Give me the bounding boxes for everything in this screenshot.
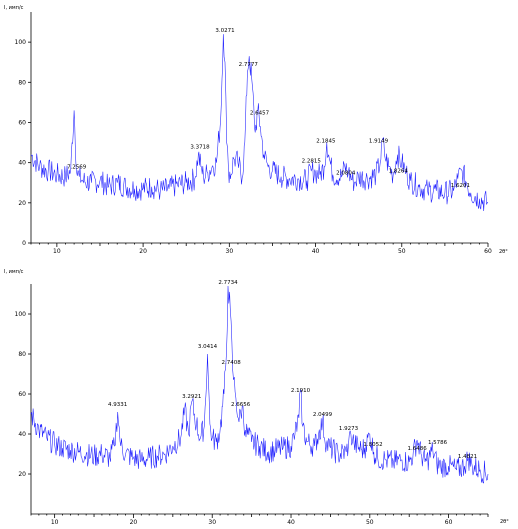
y-tick-label: 20 [18,200,26,207]
peak-label: 3.3718 [190,145,210,151]
x-tick-label: 10 [51,519,59,526]
peak-label: 2.7777 [239,62,259,68]
y-tick-label: 0 [22,240,26,247]
y-tick-label: 80 [18,351,26,358]
peak-label: 1.8052 [363,442,382,448]
y-tick-label: 60 [18,119,26,126]
peak-label: 1.6486 [407,446,427,452]
peak-label: 4.9331 [108,402,127,408]
peak-label: 3.0271 [215,28,234,34]
peak-label: 1.9149 [369,139,389,145]
x-tick-label: 60 [445,519,453,526]
x-tick-label: 30 [226,248,234,255]
peak-label: 2.6656 [231,402,251,408]
x-tick-label: 20 [139,248,147,255]
peak-label: 2.7734 [218,280,238,286]
y-tick-label: 40 [18,160,26,167]
x-tick-label: 40 [287,519,295,526]
peak-label: 2.1845 [316,139,336,145]
peak-label: 2.1910 [291,388,311,394]
xrd-chart-top: I, имп/с 2θ° 0 20 40 60 80 100 10 20 30 40 50 60 7.2… [4,5,508,255]
xrd-chart-bottom: I, имп/с 2θ° 20 40 60 80 100 10 20 30 40 50 60 4.93… [4,269,509,526]
peak-label: 1.8264 [389,169,409,175]
x-tick-label: 50 [398,248,406,255]
peak-label: 1.4821 [458,454,477,460]
x-tick-label: 10 [53,248,61,255]
x-tick-label: 60 [484,248,492,255]
diffraction-trace [30,285,489,484]
peak-label: 1.6201 [451,183,470,189]
y-axis-label: I, имп/с [4,269,24,275]
x-tick-label: 40 [312,248,320,255]
peak-label: 7.2569 [67,165,87,171]
peak-label: 1.9273 [339,426,359,432]
y-tick-label: 60 [18,391,26,398]
diffraction-trace [30,34,489,212]
y-axis-label: I, имп/с [4,5,24,11]
x-axis-label: 2θ° [500,519,509,525]
x-axis-label: 2θ° [499,249,508,255]
peak-label: 2.0804 [336,171,356,177]
y-tick-label: 20 [18,471,26,478]
peak-label: 2.6457 [250,110,270,116]
peak-label: 1.5786 [428,440,448,446]
y-tick-label: 40 [18,431,26,438]
peak-label: 2.0499 [313,412,333,418]
y-tick-label: 100 [15,39,27,46]
peak-label: 3.0414 [198,344,218,350]
y-tick-label: 100 [15,311,27,318]
x-tick-label: 20 [130,519,138,526]
x-tick-label: 50 [366,519,374,526]
peak-label: 3.2921 [182,394,201,400]
peak-label: 2.7408 [222,360,242,366]
y-tick-label: 80 [18,79,26,86]
x-tick-label: 30 [208,519,216,526]
peak-label: 2.2815 [302,159,322,165]
